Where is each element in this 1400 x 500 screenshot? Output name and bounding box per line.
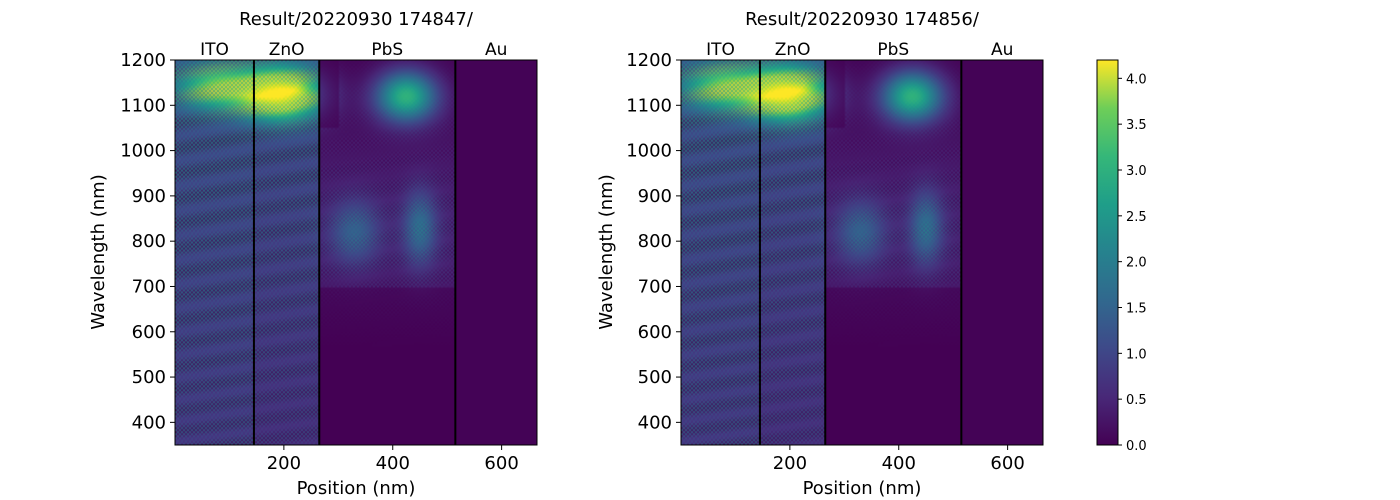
layer-boundaries	[252, 60, 457, 445]
y-tick-label: 400	[638, 412, 672, 433]
colorbar-tick-label: 2.0	[1126, 256, 1147, 271]
colorbar-tick-label: 0.0	[1126, 439, 1147, 454]
plot-frame	[174, 59, 538, 446]
x-tick-label: 600	[484, 453, 518, 474]
colorbar-tick-label: 3.0	[1126, 164, 1147, 179]
y-tick-label: 1200	[626, 50, 672, 71]
x-axis-ticks: 200 400 600	[773, 445, 1025, 474]
layer-label-pbs: PbS	[877, 40, 909, 60]
x-tick-label: 600	[990, 453, 1024, 474]
x-axis-label: Position (nm)	[297, 478, 416, 499]
y-tick-label: 900	[638, 186, 672, 207]
plot-area	[174, 59, 538, 446]
y-tick-label: 600	[132, 322, 166, 343]
colorbar-tick-label: 1.5	[1126, 302, 1147, 317]
x-tick-label: 200	[773, 453, 807, 474]
heatmap-image	[681, 60, 1043, 445]
y-tick-label: 400	[132, 412, 166, 433]
y-tick-label: 900	[132, 186, 166, 207]
panel-title: Result/20220930 174847/	[239, 9, 474, 30]
heatmap-image	[175, 60, 537, 445]
colorbar-tick-label: 1.0	[1126, 347, 1147, 362]
layer-label-pbs: PbS	[371, 40, 403, 60]
layer-label-zno: ZnO	[775, 40, 811, 60]
y-tick-label: 1100	[120, 95, 166, 116]
x-tick-label: 200	[267, 453, 301, 474]
y-tick-label: 600	[638, 322, 672, 343]
layer-labels: ITO ZnO PbS Au	[200, 40, 507, 60]
x-axis-ticks: 200 400 600	[267, 445, 519, 474]
layer-labels: ITO ZnO PbS Au	[706, 40, 1013, 60]
y-axis-label: Wavelength (nm)	[596, 174, 617, 330]
x-axis-label: Position (nm)	[803, 478, 922, 499]
plot-area	[680, 59, 1044, 446]
y-tick-label: 800	[638, 231, 672, 252]
layer-label-zno: ZnO	[269, 40, 305, 60]
y-tick-label: 700	[638, 276, 672, 297]
layer-label-au: Au	[485, 40, 507, 60]
x-tick-label: 400	[882, 453, 916, 474]
colorbar-tick-label: 4.0	[1126, 72, 1147, 87]
layer-label-ito: ITO	[200, 40, 229, 60]
y-tick-label: 1100	[626, 95, 672, 116]
layer-boundaries	[758, 60, 963, 445]
y-axis-ticks: 400 500 600 700 800 900 1000 1100 1200	[626, 50, 681, 433]
plot-frame	[680, 59, 1044, 446]
colorbar-tick-label: 2.5	[1126, 210, 1147, 225]
layer-label-au: Au	[991, 40, 1013, 60]
colorbar-ticks: 0.0 0.5 1.0 1.5 2.0 2.5 3.0 3.5 4.0	[1118, 72, 1147, 454]
heatmap-panel-2: Result/20220930 174856/ ITO ZnO PbS Au 2…	[596, 9, 1044, 499]
panel-title: Result/20220930 174856/	[745, 9, 980, 30]
y-tick-label: 1000	[626, 141, 672, 162]
y-tick-label: 500	[638, 367, 672, 388]
colorbar-tick-label: 3.5	[1126, 118, 1147, 133]
colorbar-tick-label: 0.5	[1126, 393, 1147, 408]
y-tick-label: 700	[132, 276, 166, 297]
x-tick-label: 400	[376, 453, 410, 474]
colorbar: 0.0 0.5 1.0 1.5 2.0 2.5 3.0 3.5 4.0	[1096, 59, 1147, 454]
layer-label-ito: ITO	[706, 40, 735, 60]
y-tick-label: 800	[132, 231, 166, 252]
y-tick-label: 1000	[120, 141, 166, 162]
heatmap-panel-1: Result/20220930 174847/ ITO ZnO PbS Au 2…	[88, 9, 538, 499]
colorbar-gradient	[1096, 59, 1119, 446]
y-tick-label: 500	[132, 367, 166, 388]
y-axis-ticks: 400 500 600 700 800 900 1000 1100 1200	[120, 50, 175, 433]
y-axis-label: Wavelength (nm)	[88, 174, 109, 330]
y-tick-label: 1200	[120, 50, 166, 71]
